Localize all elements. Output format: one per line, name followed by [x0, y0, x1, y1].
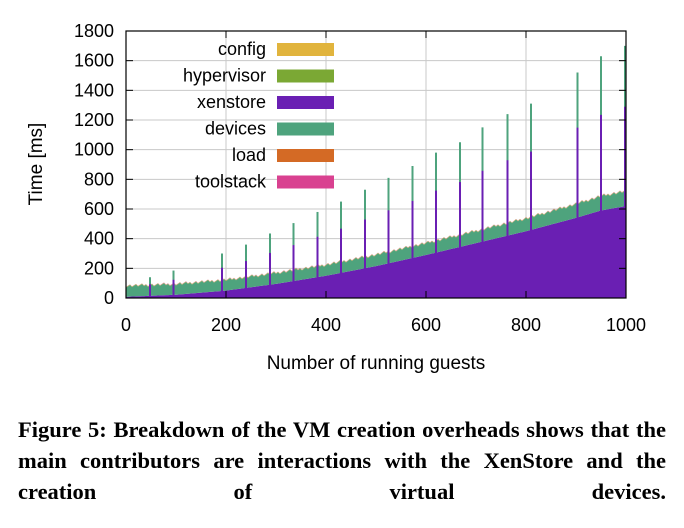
- y-tick-label: 600: [84, 199, 114, 219]
- legend-swatch-load: [277, 149, 334, 162]
- legend-swatch-config: [277, 43, 334, 56]
- x-tick-label: 200: [211, 315, 241, 335]
- spike-lines: [149, 45, 626, 298]
- legend-label-hypervisor: hypervisor: [183, 66, 266, 86]
- y-tick-label: 1600: [74, 51, 114, 71]
- legend-swatch-toolstack: [277, 175, 334, 189]
- legend-swatch-devices: [277, 122, 334, 136]
- legend-swatch-hypervisor: [277, 69, 334, 83]
- x-tick-label: 1000: [606, 315, 646, 335]
- y-axis-label: Time [ms]: [26, 123, 47, 206]
- legend-label-toolstack: toolstack: [195, 172, 267, 192]
- stacked-area-chart: 0 200 400 600 800 1000 1200 1400 1600 1800 0 200 40…: [26, 21, 646, 374]
- legend-label-devices: devices: [205, 119, 266, 139]
- x-axis-ticks: 0 200 400 600 800 1000: [121, 31, 646, 335]
- legend-label-config: config: [218, 39, 266, 59]
- area-xenstore: [126, 206, 626, 298]
- x-tick-label: 400: [311, 315, 341, 335]
- y-tick-label: 200: [84, 258, 114, 278]
- figure-caption: Figure 5: Breakdown of the VM creation o…: [18, 417, 666, 504]
- legend-label-xenstore: xenstore: [197, 92, 266, 112]
- x-tick-label: 800: [511, 315, 541, 335]
- legend-label-load: load: [232, 145, 266, 165]
- y-tick-label: 0: [104, 288, 114, 308]
- legend: config hypervisor xenstore devices load tools…: [183, 39, 334, 192]
- legend-swatch-xenstore: [277, 96, 334, 109]
- y-tick-label: 1400: [74, 80, 114, 100]
- y-tick-label: 800: [84, 169, 114, 189]
- y-tick-label: 1200: [74, 110, 114, 130]
- y-tick-label: 400: [84, 229, 114, 249]
- y-tick-label: 1800: [74, 21, 114, 41]
- x-axis-label: Number of running guests: [267, 353, 486, 374]
- plot-frame: [125, 30, 627, 299]
- series-areas: [126, 188, 626, 298]
- y-axis-ticks: 0 200 400 600 800 1000 1200 1400 1600 1800: [74, 21, 626, 308]
- area-devices: [126, 189, 626, 297]
- y-tick-label: 1000: [74, 140, 114, 160]
- x-tick-label: 600: [411, 315, 441, 335]
- x-tick-label: 0: [121, 315, 131, 335]
